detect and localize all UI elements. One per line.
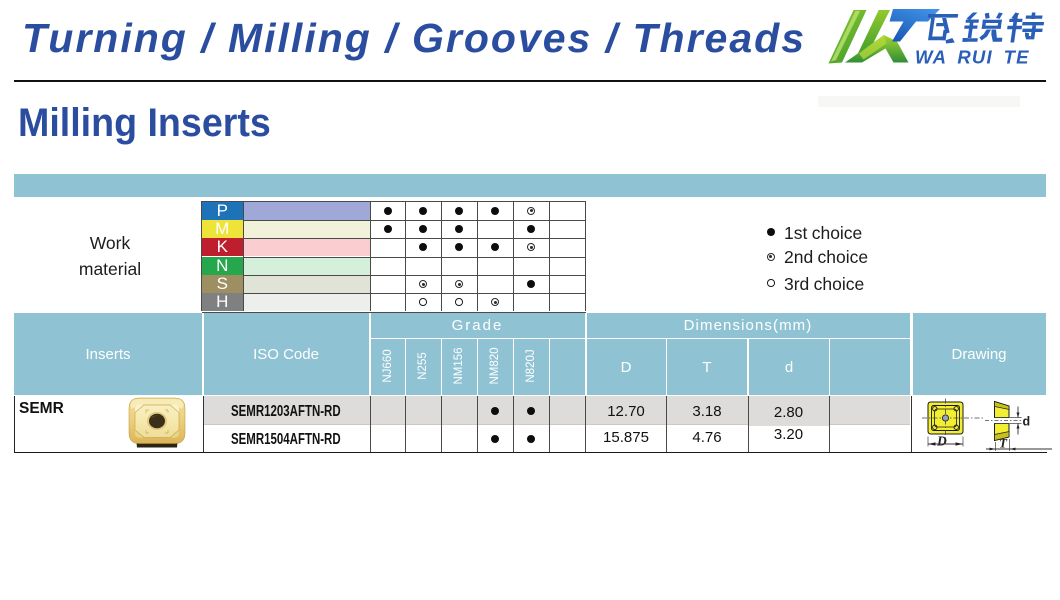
svg-text:T: T	[999, 436, 1008, 451]
svg-text:d: d	[1023, 415, 1031, 429]
svg-text:D: D	[936, 434, 947, 449]
svg-text:WA RUI TE: WA RUI TE	[915, 47, 1030, 68]
